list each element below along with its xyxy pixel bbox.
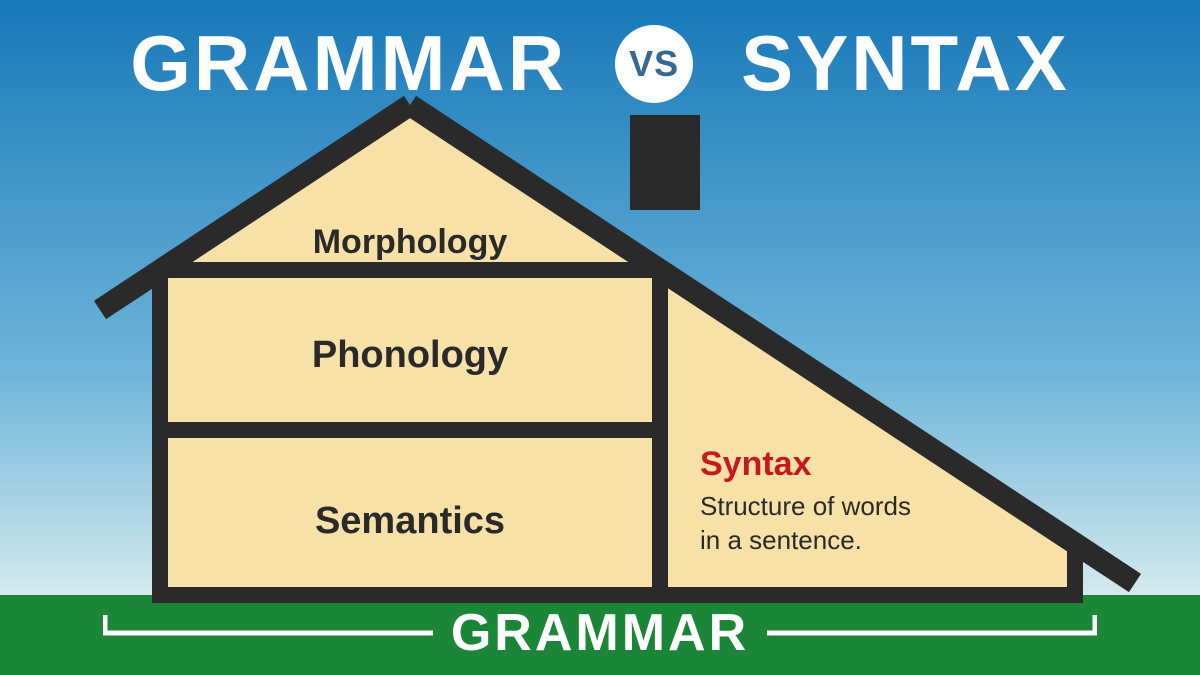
- chimney: [630, 115, 700, 210]
- upper-floor-label: Phonology: [312, 334, 508, 376]
- side-wing-desc-line2: in a sentence.: [700, 525, 862, 555]
- footer-bracket-label: GRAMMAR: [0, 603, 1200, 663]
- lower-floor-label: Semantics: [315, 500, 505, 542]
- house-diagram: Morphology Phonology Semantics Syntax St…: [40, 85, 1160, 605]
- attic-label: Morphology: [313, 223, 508, 261]
- footer-word: GRAMMAR: [451, 603, 749, 663]
- side-wing-desc-line1: Structure of words: [700, 491, 911, 521]
- side-wing-title: Syntax: [700, 445, 812, 483]
- bracket-right: [767, 613, 1097, 653]
- bracket-left: [103, 613, 433, 653]
